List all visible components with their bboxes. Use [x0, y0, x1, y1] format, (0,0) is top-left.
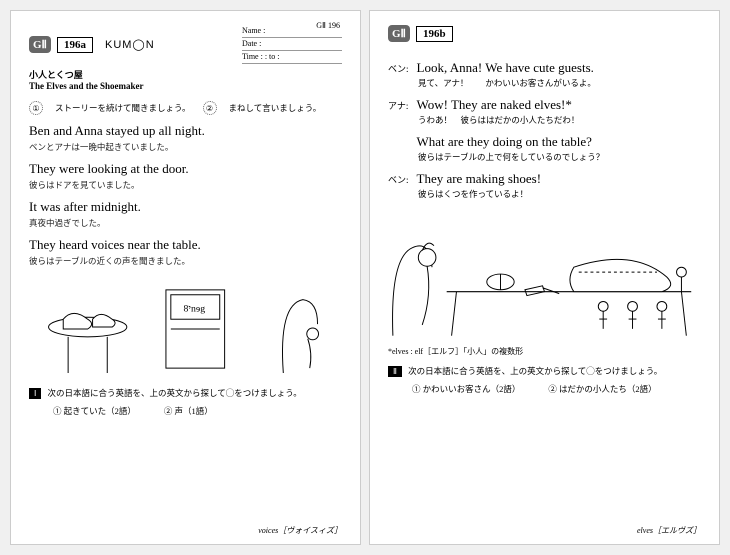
dialogue-1: ベン: Look, Anna! We have cute guests. 見て、…: [388, 60, 701, 89]
brand-logo: KUM◯N: [105, 38, 155, 51]
line-jp: 彼らはテーブルの近くの声を聞きました。: [29, 255, 342, 267]
page-footnote: voices［ヴォイスィズ］: [258, 525, 342, 536]
exercise-badge: Ⅱ: [388, 366, 402, 377]
level-badge: GⅡ: [388, 25, 410, 42]
header-row: GⅡ 196b: [388, 25, 701, 42]
sheet-number: 196b: [416, 26, 453, 42]
dialogue-2: アナ: Wow! They are naked elves!* うわあ！ 彼らは…: [388, 97, 701, 126]
instr-num-1: ①: [29, 101, 43, 115]
line-en: They were looking at the door.: [29, 161, 342, 177]
page-right: GⅡ 196b ベン: Look, Anna! We have cute gue…: [369, 10, 720, 545]
speaker-label: ベン:: [388, 62, 414, 75]
exercise-instruction: 次の日本語に合う英語を、上の英文から探して◯をつけましょう。: [408, 366, 662, 376]
page-left: GⅡ 196 GⅡ 196a KUM◯N Name : Date : Time …: [10, 10, 361, 545]
dialogue-jp: 見て、アナ！ かわいいお客さんがいるよ。: [418, 77, 701, 89]
line-en: It was after midnight.: [29, 199, 342, 215]
page-spread: GⅡ 196 GⅡ 196a KUM◯N Name : Date : Time …: [10, 10, 720, 545]
title-japanese: 小人とくつ屋: [29, 68, 342, 81]
page-footnote: elves［エルヴズ］: [637, 525, 701, 536]
exercise-block: Ⅱ 次の日本語に合う英語を、上の英文から探して◯をつけましょう。 ① かわいいお…: [388, 365, 701, 395]
header-row: GⅡ 196a KUM◯N Name : Date : Time : : to …: [29, 25, 342, 64]
vocab-footnote: *elves : elf［エルフ］「小人」の複数形: [388, 346, 701, 357]
dialogue-jp: うわあ！ 彼らははだかの小人たちだわ！: [418, 114, 701, 126]
exercise-item: ① 起きていた（2語）: [53, 405, 136, 417]
instr-text-1: ストーリーを続けて聞きましょう。: [55, 102, 191, 114]
svg-text:8יnɘg: 8יnɘg: [184, 303, 206, 314]
story-line-1: Ben and Anna stayed up all night. ベンとアナは…: [29, 123, 342, 153]
illustration-left: 8יnɘg: [29, 279, 342, 379]
instr-text-2: まねして言いましょう。: [229, 102, 322, 114]
exercise-item: ② はだかの小人たち（2語）: [548, 383, 656, 395]
story-line-3: It was after midnight. 真夜中過ぎでした。: [29, 199, 342, 229]
time-field: Time : : to :: [242, 51, 342, 64]
dialogue-jp: 彼らはくつを作っているよ！: [418, 188, 701, 200]
date-field: Date :: [242, 38, 342, 51]
exercise-item: ② 声（1語）: [164, 405, 213, 417]
exercise-block: Ⅰ 次の日本語に合う英語を、上の英文から探して◯をつけましょう。 ① 起きていた…: [29, 387, 342, 417]
line-jp: ベンとアナは一晩中起きていました。: [29, 141, 342, 153]
exercise-items: ① 起きていた（2語） ② 声（1語）: [53, 405, 342, 417]
dialogue-en: Look, Anna! We have cute guests.: [417, 60, 594, 75]
dialogue-4: ベン: They are making shoes! 彼らはくつを作っているよ！: [388, 171, 701, 200]
story-line-4: They heard voices near the table. 彼らはテーブ…: [29, 237, 342, 267]
line-en: Ben and Anna stayed up all night.: [29, 123, 342, 139]
title-block: 小人とくつ屋 The Elves and the Shoemaker: [29, 68, 342, 91]
dialogue-en: Wow! They are naked elves!*: [417, 97, 572, 112]
meta-fields: Name : Date : Time : : to :: [242, 25, 342, 64]
level-badge: GⅡ: [29, 36, 51, 53]
sheet-number: 196a: [57, 37, 93, 53]
instructions: ① ストーリーを続けて聞きましょう。 ② まねして言いましょう。: [29, 101, 342, 115]
speaker-label: アナ:: [388, 99, 414, 112]
speaker-label: ベン:: [388, 173, 414, 186]
corner-code: GⅡ 196: [316, 21, 340, 30]
dialogue-en: They are making shoes!: [417, 171, 542, 186]
exercise-badge: Ⅰ: [29, 388, 41, 399]
dialogue-3: What are they doing on the table? 彼らはテーブ…: [388, 134, 701, 163]
instr-num-2: ②: [203, 101, 217, 115]
exercise-item: ① かわいいお客さん（2語）: [412, 383, 520, 395]
illustration-right: [388, 212, 701, 342]
exercise-items: ① かわいいお客さん（2語） ② はだかの小人たち（2語）: [412, 383, 701, 395]
story-line-2: They were looking at the door. 彼らはドアを見てい…: [29, 161, 342, 191]
line-jp: 彼らはドアを見ていました。: [29, 179, 342, 191]
exercise-instruction: 次の日本語に合う英語を、上の英文から探して◯をつけましょう。: [47, 388, 301, 398]
title-english: The Elves and the Shoemaker: [29, 81, 342, 91]
dialogue-jp: 彼らはテーブルの上で何をしているのでしょう？: [418, 151, 701, 163]
line-en: They heard voices near the table.: [29, 237, 342, 253]
line-jp: 真夜中過ぎでした。: [29, 217, 342, 229]
dialogue-en: What are they doing on the table?: [417, 134, 592, 149]
